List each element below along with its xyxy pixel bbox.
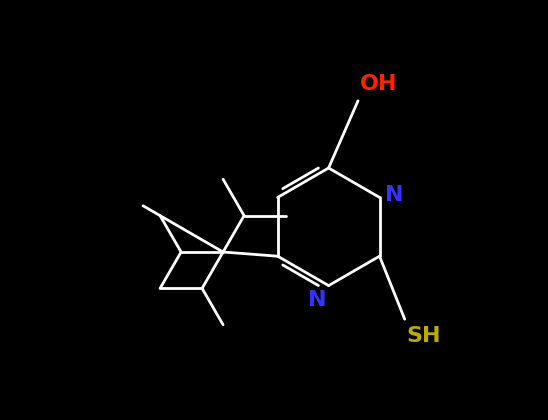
Text: N: N (308, 290, 327, 310)
Text: SH: SH (407, 326, 441, 346)
Text: N: N (385, 185, 403, 205)
Text: OH: OH (360, 74, 398, 94)
